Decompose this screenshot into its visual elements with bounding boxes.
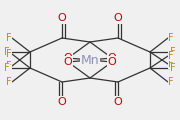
Text: F: F bbox=[4, 47, 10, 57]
Text: F: F bbox=[170, 47, 176, 57]
Text: F: F bbox=[6, 49, 12, 59]
Text: F: F bbox=[6, 61, 12, 71]
Text: O: O bbox=[64, 53, 72, 63]
Text: O: O bbox=[108, 53, 116, 63]
Text: O: O bbox=[64, 57, 72, 67]
Text: O: O bbox=[58, 13, 66, 23]
Text: F: F bbox=[168, 33, 174, 43]
Text: F: F bbox=[4, 63, 10, 73]
Text: O: O bbox=[108, 57, 116, 67]
Text: O: O bbox=[58, 97, 66, 107]
Text: F: F bbox=[170, 63, 176, 73]
Text: O: O bbox=[114, 97, 122, 107]
Text: Mn: Mn bbox=[81, 54, 99, 66]
Text: F: F bbox=[168, 51, 174, 61]
Text: F: F bbox=[6, 33, 12, 43]
Text: F: F bbox=[6, 77, 12, 87]
Text: O: O bbox=[114, 13, 122, 23]
Text: F: F bbox=[168, 59, 174, 69]
Text: F: F bbox=[168, 77, 174, 87]
